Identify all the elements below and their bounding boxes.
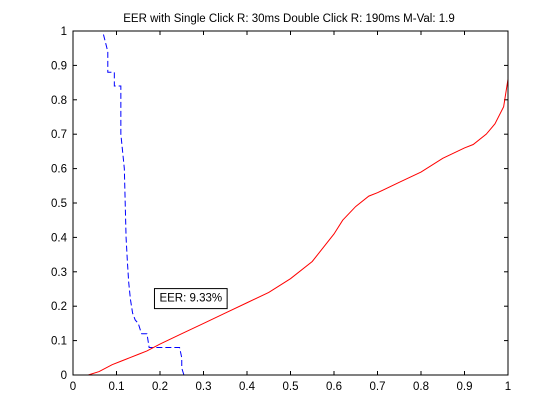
y-tick-label: 0.7	[51, 129, 67, 141]
y-tick-label: 0.6	[51, 164, 67, 176]
y-tick-label: 0.5	[51, 198, 67, 210]
y-tick-label: 0.9	[51, 60, 67, 72]
x-tick-label: 0.3	[196, 381, 212, 393]
axes-frame	[72, 30, 509, 376]
x-tick-label: 0.7	[370, 381, 386, 393]
x-tick-label: 0.2	[152, 381, 168, 393]
x-tick-label: 1	[505, 381, 511, 393]
plot-area	[73, 31, 508, 375]
x-tick-label: 0.1	[109, 381, 125, 393]
frr-series-line	[88, 31, 509, 376]
y-tick-label: 0.2	[51, 301, 67, 313]
y-tick-label: 0.1	[51, 336, 67, 348]
x-tick-label: 0.9	[457, 381, 473, 393]
eer-annotation: EER: 9.33%	[153, 288, 228, 310]
far-series-line	[102, 34, 185, 376]
chart-title: EER with Single Click R: 30ms Double Cli…	[123, 13, 454, 25]
eer-annotation-box	[153, 288, 228, 310]
x-tick-label: 0	[70, 381, 76, 393]
x-tick-label: 0.8	[413, 381, 429, 393]
x-tick-label: 0.5	[283, 381, 299, 393]
x-tick-label: 0.6	[326, 381, 342, 393]
y-tick-label: 0.4	[51, 232, 68, 244]
y-tick-label: 0.3	[51, 267, 67, 279]
eer-annotation-text: EER: 9.33%	[159, 293, 222, 305]
y-tick-label: 1	[61, 26, 67, 38]
y-tick-label: 0	[61, 370, 67, 382]
x-tick-label: 0.4	[239, 381, 256, 393]
y-tick-label: 0.8	[51, 95, 67, 107]
